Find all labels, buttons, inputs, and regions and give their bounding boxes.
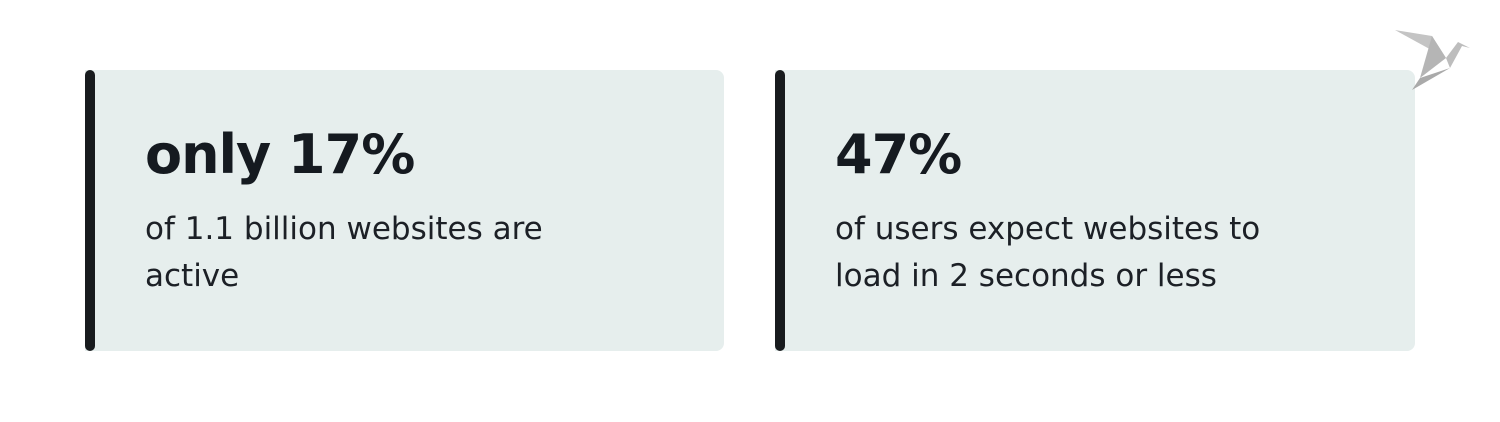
stat-card: 47% of users expect websites to load in …	[775, 70, 1415, 351]
accent-bar	[85, 70, 95, 351]
stat-title: only 17%	[145, 123, 415, 186]
bird-logo-icon	[1395, 30, 1470, 90]
stat-text: of 1.1 billion websites are active	[145, 211, 543, 294]
stat-card: only 17% of 1.1 billion websites are act…	[85, 70, 724, 351]
accent-bar	[775, 70, 785, 351]
stat-title: 47%	[835, 123, 962, 186]
stat-text: of users expect websites to load in 2 se…	[835, 211, 1261, 294]
